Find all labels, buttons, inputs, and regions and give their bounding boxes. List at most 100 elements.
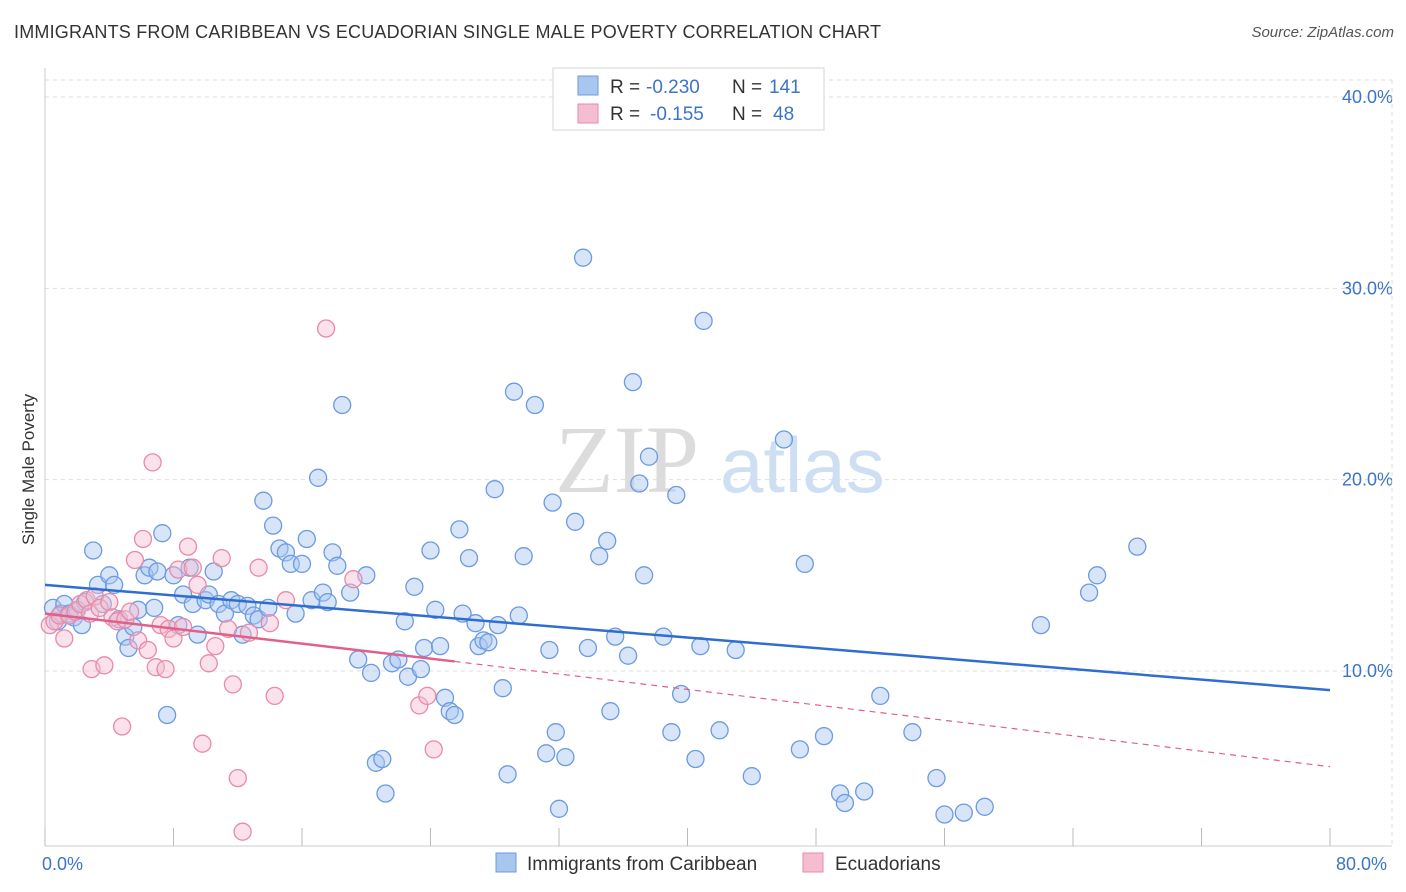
- point-caribbean: [292, 554, 312, 574]
- point-ecuadorian: [143, 453, 162, 472]
- point-caribbean: [204, 562, 223, 581]
- point-caribbean: [376, 784, 395, 803]
- trend-line-ecuadorian-extension: [454, 660, 1331, 768]
- point-caribbean: [710, 721, 729, 740]
- point-ecuadorian: [173, 617, 193, 637]
- point-caribbean: [525, 395, 545, 415]
- y-tick-label-20: 20.0%: [1342, 470, 1393, 490]
- point-caribbean: [565, 512, 585, 531]
- point-caribbean: [546, 723, 565, 742]
- bottom-legend-swatch-ecuadorian: [802, 852, 824, 873]
- point-ecuadorian: [120, 602, 140, 621]
- point-ecuadorian: [95, 656, 114, 675]
- legend-n-label-2: N =: [732, 104, 762, 125]
- point-caribbean: [623, 372, 643, 392]
- point-ecuadorian: [193, 734, 212, 753]
- point-caribbean: [466, 614, 485, 633]
- point-caribbean: [395, 612, 414, 631]
- point-caribbean: [549, 799, 569, 818]
- point-ecuadorian: [249, 558, 268, 577]
- y-tick-label-30: 30.0%: [1342, 278, 1393, 298]
- point-caribbean: [634, 566, 654, 585]
- legend-n-value-1: 141: [769, 77, 801, 98]
- watermark-zip: ZIP: [555, 406, 699, 513]
- point-caribbean: [157, 705, 177, 725]
- watermark: ZIP atlas: [555, 406, 885, 513]
- point-ecuadorian: [218, 619, 238, 639]
- point-ecuadorian: [55, 629, 74, 648]
- point-caribbean: [430, 636, 450, 656]
- point-caribbean: [341, 583, 360, 602]
- point-caribbean: [488, 615, 508, 635]
- trend-line-caribbean: [44, 583, 1331, 692]
- point-caribbean: [540, 640, 559, 660]
- point-caribbean: [323, 543, 342, 562]
- point-caribbean: [830, 784, 850, 803]
- point-caribbean: [618, 646, 638, 665]
- point-caribbean: [590, 547, 609, 566]
- point-caribbean: [630, 474, 649, 493]
- point-ecuadorian: [418, 686, 437, 706]
- point-caribbean: [349, 650, 368, 669]
- point-caribbean: [1128, 537, 1147, 556]
- point-ecuadorian: [316, 319, 336, 338]
- bottom-legend-label-caribbean: Immigrants from Caribbean: [527, 854, 757, 875]
- watermark-atlas: atlas: [720, 421, 885, 509]
- point-caribbean: [479, 633, 498, 652]
- point-caribbean: [450, 520, 469, 539]
- point-caribbean: [954, 803, 973, 822]
- point-caribbean: [726, 640, 745, 660]
- point-caribbean: [686, 749, 705, 769]
- point-ecuadorian: [265, 686, 284, 706]
- y-tick-label-10: 10.0%: [1342, 661, 1393, 681]
- x-tick-max: 80.0%: [1336, 854, 1387, 874]
- point-caribbean: [543, 493, 562, 512]
- point-caribbean: [469, 636, 488, 656]
- point-caribbean: [145, 598, 164, 618]
- point-ecuadorian: [129, 631, 148, 650]
- point-caribbean: [405, 577, 424, 596]
- point-ecuadorian: [112, 717, 132, 736]
- point-caribbean: [164, 566, 183, 585]
- point-ecuadorian: [90, 598, 109, 618]
- point-ecuadorian: [424, 740, 443, 759]
- bottom-legend-label-ecuadorian: Ecuadorians: [835, 854, 941, 875]
- point-ecuadorian: [156, 659, 175, 679]
- legend-r-label-2: R =: [610, 104, 640, 125]
- bottom-legend-swatch-caribbean: [495, 852, 517, 873]
- point-ecuadorian: [228, 768, 247, 788]
- point-ecuadorian: [212, 548, 231, 568]
- point-ecuadorian: [223, 675, 243, 694]
- legend-r-value-1: -0.230: [646, 77, 700, 98]
- top-legend: R = -0.230 N = 141 R = -0.155 N = 48: [552, 67, 825, 131]
- point-caribbean: [514, 547, 533, 566]
- point-caribbean: [313, 583, 333, 602]
- point-caribbean: [459, 548, 479, 568]
- point-caribbean: [263, 516, 283, 535]
- x-tick-min: 0.0%: [42, 854, 83, 874]
- point-caribbean: [485, 480, 504, 499]
- point-caribbean: [694, 311, 713, 331]
- point-caribbean: [667, 485, 686, 505]
- point-caribbean: [774, 430, 794, 449]
- point-caribbean: [814, 726, 834, 746]
- trend-lines: [44, 583, 1331, 768]
- point-caribbean: [935, 805, 954, 824]
- point-ecuadorian: [344, 570, 363, 589]
- point-caribbean: [537, 744, 556, 763]
- point-caribbean: [373, 749, 392, 769]
- point-caribbean: [328, 556, 347, 575]
- source-label: Source: ZipAtlas.com: [1251, 24, 1394, 41]
- point-caribbean: [119, 638, 138, 658]
- point-caribbean: [435, 688, 455, 707]
- point-caribbean: [254, 491, 273, 510]
- point-caribbean: [927, 768, 946, 788]
- point-caribbean: [903, 723, 922, 742]
- point-caribbean: [509, 606, 528, 625]
- point-ecuadorian: [260, 614, 280, 633]
- point-caribbean: [148, 562, 167, 581]
- point-caribbean: [601, 702, 620, 721]
- legend-n-label-1: N =: [732, 77, 762, 98]
- point-caribbean: [790, 740, 810, 759]
- point-caribbean: [795, 554, 814, 574]
